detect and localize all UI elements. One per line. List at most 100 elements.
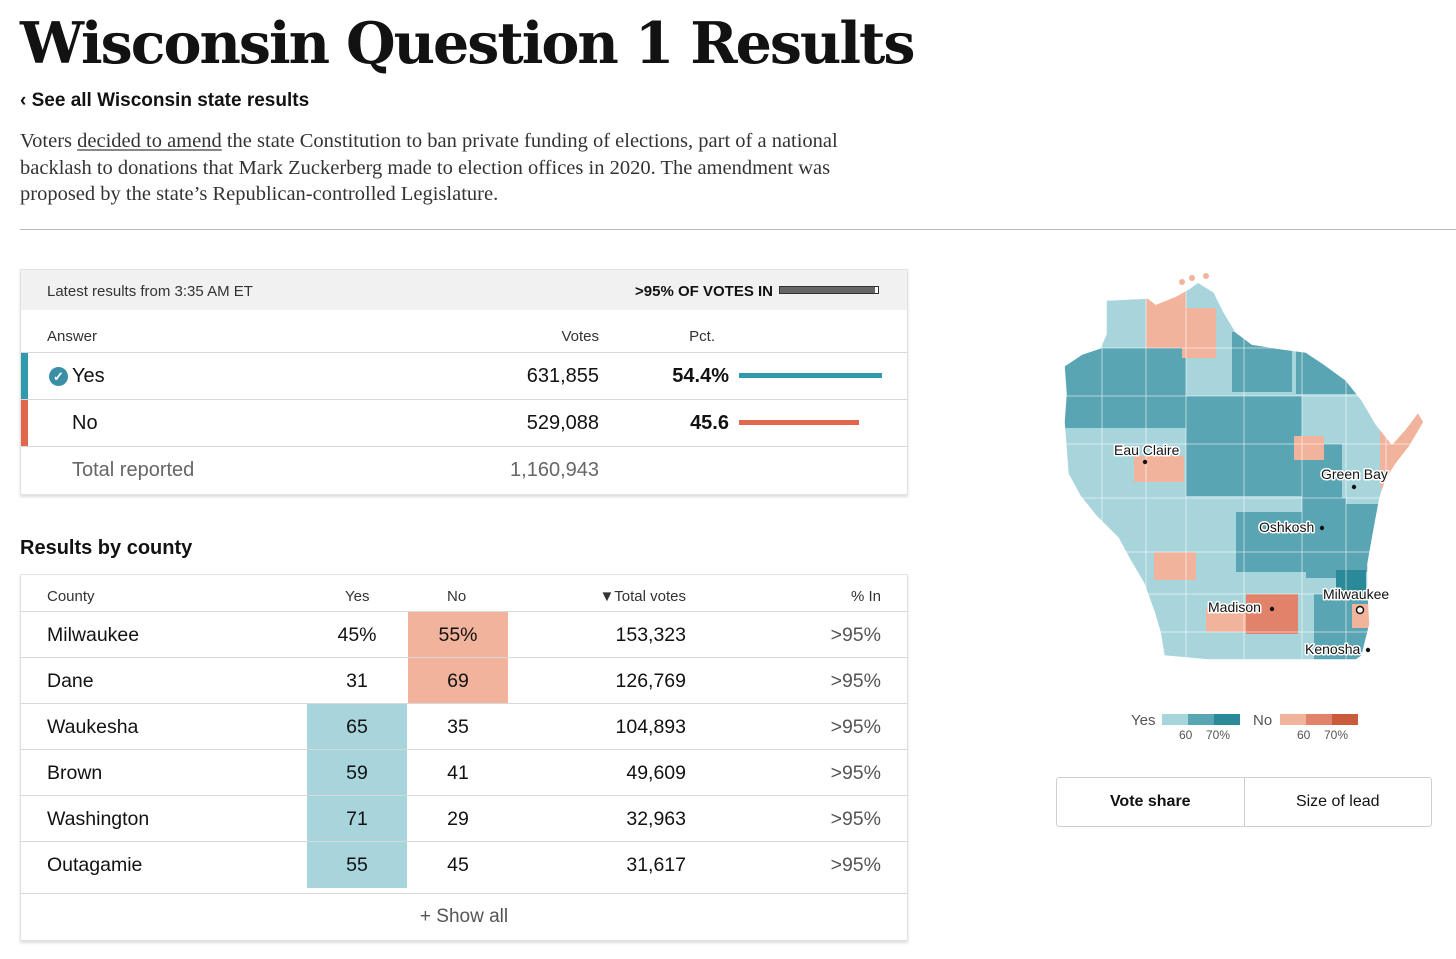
summary-text: Voters decided to amend the state Consti…	[20, 128, 850, 208]
legend-yes-swatch-light	[1162, 714, 1188, 725]
county-no-light	[1154, 552, 1196, 580]
county-pct-in: >95%	[830, 808, 881, 830]
back-to-state-results-link[interactable]: ‹ See all Wisconsin state results	[20, 90, 310, 111]
county-yes-mid	[1064, 348, 1186, 428]
county-total-votes: 153,323	[615, 624, 687, 646]
county-yes-mid	[1186, 396, 1244, 496]
pct-bar-no	[739, 420, 859, 425]
county-no-pct: 29	[447, 808, 469, 830]
county-name: Dane	[47, 670, 94, 692]
county-yes-mid	[1244, 396, 1302, 496]
legend-no-swatch-mid	[1306, 714, 1332, 725]
pct-yes: 54.4%	[672, 365, 729, 387]
legend-no-tick-60: 60	[1297, 728, 1311, 742]
eau-claire-dot	[1142, 459, 1148, 465]
city-kenosha: Kenosha	[1305, 641, 1360, 657]
results-box: Latest results from 3:35 AM ET >95% OF V…	[20, 269, 908, 495]
pct-bar-yes	[739, 373, 882, 378]
county-total-votes: 49,609	[626, 762, 686, 784]
county-row[interactable]: Outagamie 55 45 31,617 >95%	[21, 841, 907, 888]
decided-to-amend-link[interactable]: decided to amend	[77, 130, 222, 152]
county-map: Eau Claire Green Bay Oshkosh Madison Mil…	[1063, 273, 1425, 661]
county-yes-dark	[1336, 570, 1366, 596]
legend-no-tick-70: 70%	[1324, 728, 1349, 742]
county-no-pct: 35	[447, 716, 469, 738]
county-no-light	[1134, 456, 1184, 482]
county-yes-pct: 55	[307, 842, 407, 888]
votes-yes: 631,855	[526, 365, 599, 387]
size-of-lead-button[interactable]: Size of lead	[1295, 793, 1380, 810]
milwaukee-marker	[1355, 605, 1365, 615]
col-county[interactable]: County	[47, 588, 95, 605]
county-yes-mid	[1236, 512, 1306, 572]
island	[1189, 275, 1195, 281]
votes-no: 529,088	[526, 412, 599, 434]
col-pct: Pct.	[689, 328, 715, 345]
county-yes-mid	[1346, 504, 1386, 572]
county-name: Brown	[47, 762, 103, 784]
oshkosh-dot	[1319, 525, 1325, 531]
col-answer: Answer	[47, 328, 98, 345]
col-yes[interactable]: Yes	[345, 588, 370, 605]
legend-yes-tick-70: 70%	[1206, 728, 1231, 742]
col-total-votes[interactable]: ▼Total votes	[599, 588, 686, 605]
vote-share-button[interactable]: Vote share	[1057, 778, 1245, 826]
no-color-stripe	[21, 400, 28, 447]
county-pct-in: >95%	[830, 762, 881, 784]
answer-yes: Yes	[72, 365, 105, 387]
county-pct-in: >95%	[830, 716, 881, 738]
county-no-pct: 69	[408, 658, 508, 704]
county-fills	[1064, 282, 1424, 660]
county-yes-mid	[1232, 332, 1292, 392]
map-legend: Yes 60 70% No 60 70%	[1125, 710, 1365, 750]
city-markers: Eau Claire Green Bay Oshkosh Madison Mil…	[1113, 441, 1391, 659]
summary-part: Voters	[20, 130, 78, 152]
city-oshkosh: Oshkosh	[1259, 519, 1314, 535]
legend-yes-swatch-dark	[1214, 714, 1240, 725]
legend-no-swatch-light	[1280, 714, 1306, 725]
total-reported-votes: 1,160,943	[510, 459, 599, 481]
page-title: Wisconsin Question 1 Results	[20, 10, 915, 77]
county-yes-pct: 31	[346, 670, 368, 692]
county-no-light	[1294, 436, 1324, 460]
legend-yes-label: Yes	[1131, 712, 1156, 729]
county-row[interactable]: Washington 71 29 32,963 >95%	[21, 795, 907, 842]
results-header: Latest results from 3:35 AM ET >95% OF V…	[21, 270, 907, 310]
county-total-votes: 31,617	[626, 854, 686, 876]
county-row[interactable]: Milwaukee 45% 55% 153,323 >95%	[21, 611, 907, 658]
total-reported-label: Total reported	[72, 459, 195, 481]
show-all-button[interactable]: + Show all	[21, 893, 907, 940]
county-yes-pct: 71	[307, 796, 407, 842]
county-table: County Yes No ▼Total votes % In Milwauke…	[20, 574, 908, 941]
county-dane	[1246, 594, 1298, 634]
winner-check-icon: ✓	[49, 367, 68, 386]
county-no-pct: 41	[447, 762, 469, 784]
county-row[interactable]: Brown 59 41 49,609 >95%	[21, 749, 907, 796]
state-outline	[1063, 281, 1425, 661]
county-yes-pct: 65	[307, 704, 407, 750]
county-name: Outagamie	[47, 854, 143, 876]
results-by-county-title: Results by county	[20, 537, 193, 559]
legend-no-label: No	[1253, 712, 1273, 729]
city-madison: Madison	[1208, 599, 1261, 615]
county-no-light	[1182, 308, 1216, 358]
county-row[interactable]: Waukesha 65 35 104,893 >95%	[21, 703, 907, 750]
green-bay-dot	[1351, 484, 1357, 490]
county-name: Washington	[47, 808, 150, 830]
county-no-light	[1146, 288, 1186, 348]
answer-no: No	[72, 412, 98, 434]
county-no-pct: 45	[447, 854, 469, 876]
county-row[interactable]: Dane 31 69 126,769 >95%	[21, 657, 907, 704]
col-pct-in[interactable]: % In	[850, 588, 881, 605]
county-total-votes: 32,963	[626, 808, 686, 830]
county-total-votes: 126,769	[615, 670, 687, 692]
island	[1179, 279, 1185, 285]
county-name: Waukesha	[47, 716, 139, 738]
county-total-votes: 104,893	[615, 716, 687, 738]
result-row-no: No 529,088 45.6	[21, 399, 907, 447]
county-name: Milwaukee	[47, 624, 140, 646]
col-no[interactable]: No	[447, 588, 467, 605]
county-pct-in: >95%	[830, 670, 881, 692]
county-pct-in: >95%	[830, 854, 881, 876]
county-pct-in: >95%	[830, 624, 881, 646]
